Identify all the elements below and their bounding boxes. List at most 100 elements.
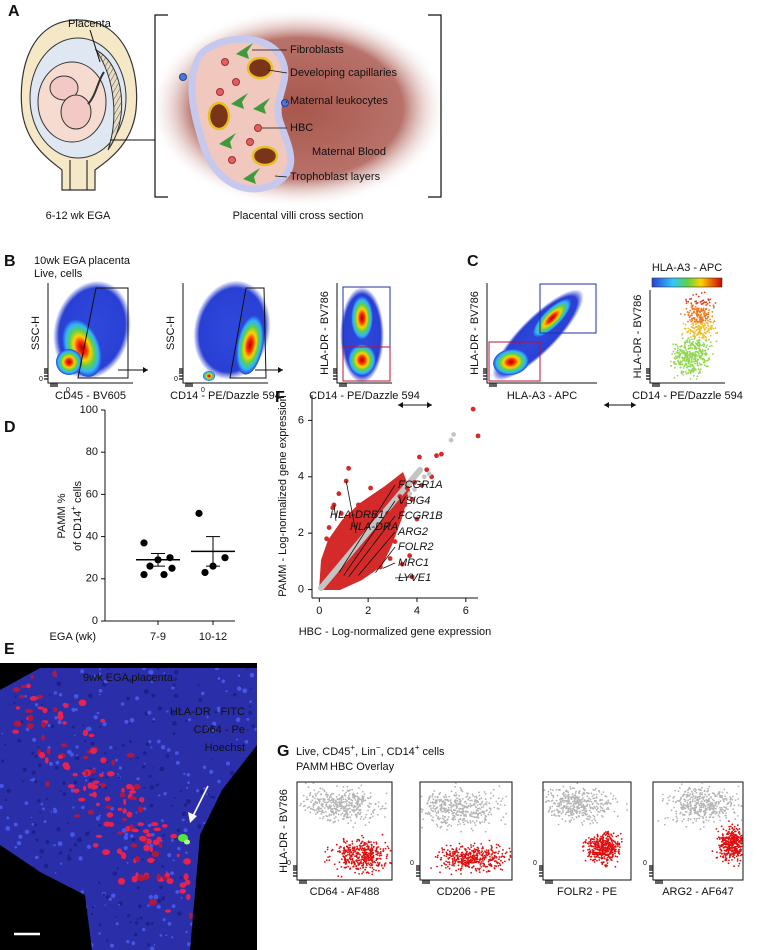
nucleus bbox=[150, 922, 154, 925]
cd64-cell bbox=[184, 879, 191, 886]
data-point bbox=[475, 433, 481, 439]
arrow-head bbox=[143, 367, 148, 373]
event-dot bbox=[678, 351, 680, 354]
event-dot bbox=[488, 852, 491, 855]
nucleus bbox=[171, 804, 174, 807]
nucleus bbox=[57, 681, 61, 684]
event-dot bbox=[690, 804, 692, 806]
x-axis-label: CD45 - BV605 bbox=[55, 390, 126, 402]
event-dot bbox=[700, 344, 703, 347]
event-dot bbox=[350, 803, 353, 806]
nucleus bbox=[150, 832, 155, 837]
event-dot bbox=[706, 317, 708, 320]
event-dot bbox=[698, 796, 701, 798]
nucleus bbox=[22, 767, 27, 772]
event-dot bbox=[733, 811, 735, 814]
event-dot bbox=[693, 347, 696, 350]
event-dot bbox=[317, 791, 320, 793]
event-dot bbox=[716, 331, 719, 334]
nucleus bbox=[71, 725, 75, 729]
event-dot bbox=[688, 805, 690, 808]
cd64-cell bbox=[15, 706, 21, 710]
event-dot bbox=[740, 842, 743, 844]
event-dot bbox=[717, 830, 720, 833]
y-tick-label: 20 bbox=[86, 573, 98, 585]
event-dot bbox=[316, 802, 318, 805]
event-dot bbox=[679, 801, 682, 804]
nucleus bbox=[31, 830, 36, 834]
event-dot bbox=[326, 796, 328, 798]
event-dot bbox=[564, 796, 567, 799]
event-dot bbox=[344, 866, 347, 869]
event-dot bbox=[724, 845, 727, 848]
event-dot bbox=[705, 816, 708, 819]
nucleus bbox=[1, 732, 4, 735]
event-dot bbox=[385, 807, 387, 810]
event-dot bbox=[444, 822, 447, 825]
event-dot bbox=[717, 836, 720, 838]
event-dot bbox=[501, 869, 504, 871]
event-dot bbox=[684, 799, 687, 801]
event-dot bbox=[683, 344, 686, 347]
event-dot bbox=[547, 799, 549, 802]
cd64-cell bbox=[149, 846, 153, 852]
event-dot bbox=[491, 856, 494, 859]
cd64-cell bbox=[95, 834, 103, 839]
nucleus bbox=[25, 727, 30, 732]
event-dot bbox=[699, 809, 701, 812]
event-dot bbox=[356, 802, 359, 805]
cd64-cell bbox=[179, 882, 187, 888]
event-dot bbox=[595, 843, 598, 846]
event-dot bbox=[371, 815, 374, 818]
nucleus bbox=[149, 843, 154, 848]
event-dot bbox=[704, 319, 707, 322]
placenta-tissue bbox=[95, 49, 123, 151]
event-dot bbox=[371, 861, 374, 864]
nucleus bbox=[157, 783, 160, 786]
event-dot bbox=[432, 793, 434, 795]
event-dot bbox=[695, 802, 698, 805]
event-dot bbox=[496, 862, 499, 865]
event-dot bbox=[738, 862, 741, 865]
event-dot bbox=[729, 853, 732, 856]
text-span: Live, CD45 bbox=[296, 746, 350, 758]
nucleus bbox=[209, 795, 212, 799]
event-dot bbox=[735, 850, 738, 852]
event-dot bbox=[381, 805, 384, 808]
event-dot bbox=[504, 823, 507, 826]
event-dot bbox=[457, 851, 459, 854]
event-dot bbox=[704, 329, 706, 331]
nucleus bbox=[235, 717, 241, 722]
stain-label: HLA-DR - FITC bbox=[170, 706, 245, 718]
event-dot bbox=[348, 852, 351, 854]
event-dot bbox=[740, 819, 743, 821]
event-dot bbox=[571, 800, 574, 803]
event-dot bbox=[550, 792, 552, 795]
x-tick-label: 10-12 bbox=[199, 631, 227, 643]
event-dot bbox=[459, 869, 462, 871]
event-dot bbox=[738, 833, 741, 835]
event-dot bbox=[718, 815, 721, 818]
cd64-cell bbox=[62, 721, 67, 725]
event-dot bbox=[693, 797, 696, 800]
event-dot bbox=[583, 788, 586, 791]
event-dot bbox=[495, 843, 498, 846]
event-dot bbox=[707, 320, 709, 322]
event-dot bbox=[352, 792, 355, 795]
data-point bbox=[387, 556, 393, 561]
event-dot bbox=[439, 807, 442, 809]
event-dot bbox=[699, 321, 702, 323]
event-dot bbox=[477, 847, 480, 849]
event-dot bbox=[695, 312, 698, 315]
event-dot bbox=[498, 785, 501, 788]
event-dot bbox=[382, 849, 385, 852]
event-dot bbox=[692, 294, 695, 296]
event-dot bbox=[430, 815, 432, 817]
data-point bbox=[399, 561, 405, 567]
cd64-cell bbox=[63, 765, 68, 770]
event-dot bbox=[711, 850, 714, 853]
event-dot bbox=[672, 800, 675, 803]
nucleus bbox=[73, 780, 78, 784]
cd64-cell bbox=[119, 851, 126, 856]
event-dot bbox=[706, 359, 709, 362]
